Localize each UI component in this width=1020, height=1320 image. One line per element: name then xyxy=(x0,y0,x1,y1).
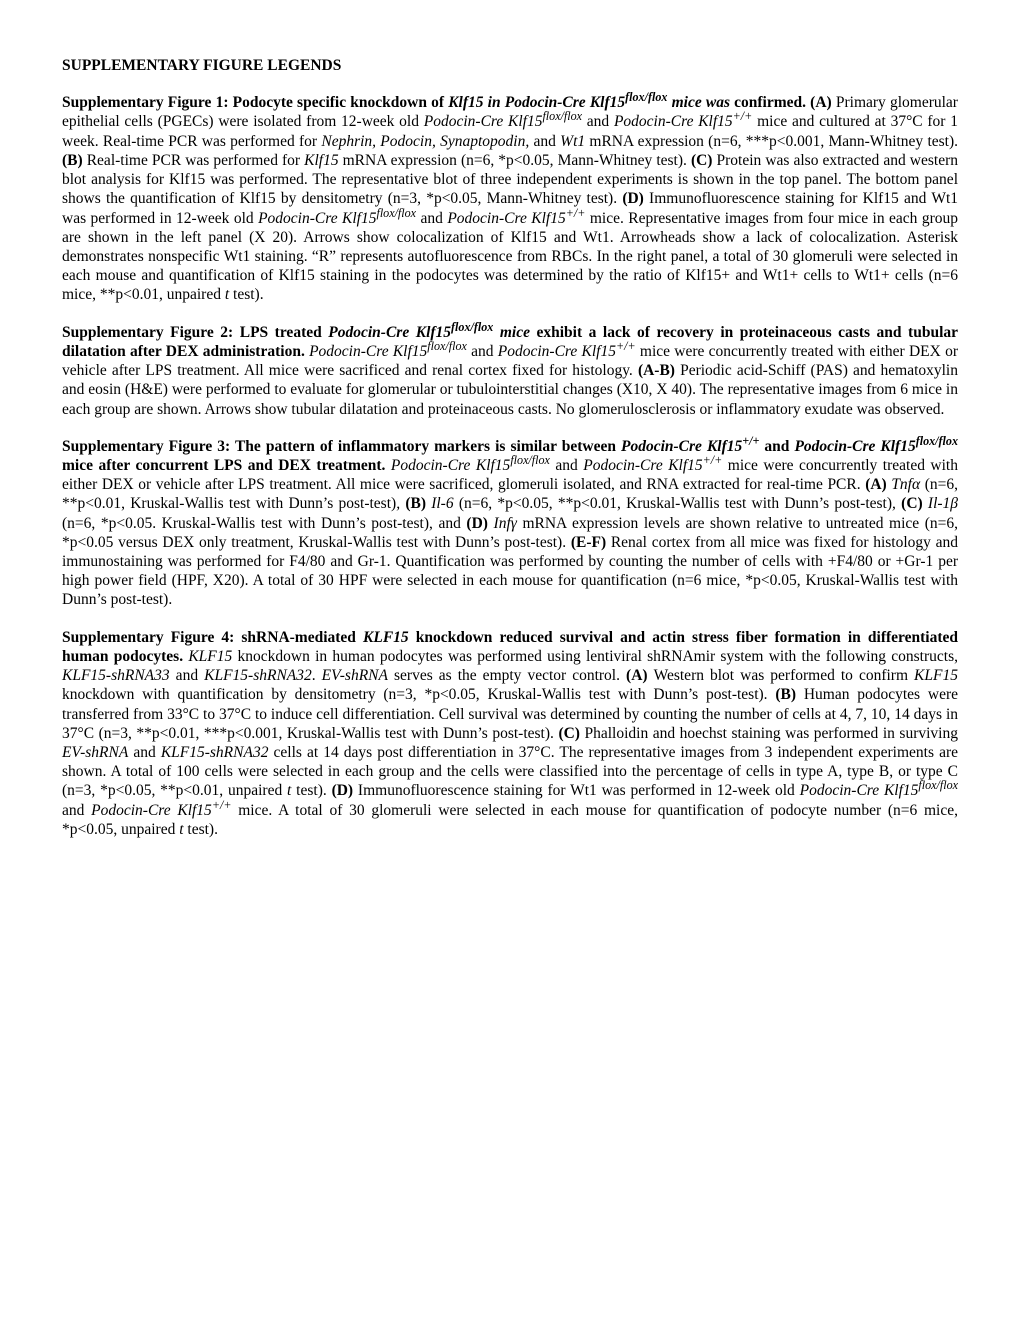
fig4-B-label: (B) xyxy=(775,686,803,703)
fig4-heading-pre: Supplementary Figure 4: shRNA-mediated xyxy=(62,629,363,646)
figure-2-legend: Supplementary Figure 2: LPS treated Podo… xyxy=(62,323,958,419)
fig4-c6: serves as the empty vector control. xyxy=(388,667,626,684)
fig1-c-label: (C) xyxy=(691,152,717,169)
fig3-a2-sup: +/+ xyxy=(703,453,723,467)
fig3-C-em: Il-1β xyxy=(928,495,958,512)
fig1-d3: and xyxy=(416,210,447,227)
fig4-D-txt4: test). xyxy=(184,821,218,838)
fig2-a1-sup: flox/flox xyxy=(427,339,467,353)
fig1-a1-sup: flox/flox xyxy=(542,109,582,123)
fig4-c1-em: KLF15-shRNA33 xyxy=(62,667,170,684)
fig3-B-label: (B) xyxy=(405,495,431,512)
fig4-A-txt2: knockdown with quantification by densito… xyxy=(62,686,775,703)
fig1-a8: mRNA expression (n=6, ***p<0.001, Mann-W… xyxy=(585,133,958,150)
fig4-heading-em: KLF15 xyxy=(363,629,409,646)
fig1-a7-em: Wt1 xyxy=(560,133,585,150)
fig3-a0-sup: flox/flox xyxy=(510,453,550,467)
fig3-B-em: Il-6 xyxy=(431,495,453,512)
fig4-intro-txt: knockdown in human podocytes was perform… xyxy=(232,648,958,665)
fig4-D-txt2: and xyxy=(62,802,91,819)
fig3-A-em: Tnfα xyxy=(891,476,920,493)
fig1-heading-pre: Supplementary Figure 1: Podocyte specifi… xyxy=(62,94,448,111)
fig1-a6: and xyxy=(529,133,560,150)
fig2-a2: and xyxy=(467,343,498,360)
fig1-b3: mRNA expression (n=6, *p<0.05, Mann-Whit… xyxy=(339,152,691,169)
fig1-a1-em: Podocin-Cre Klf15 xyxy=(424,113,543,130)
fig2-a1-em: Podocin-Cre Klf15 xyxy=(309,343,427,360)
fig3-D-label: (D) xyxy=(466,515,493,532)
fig3-A-label: (A) xyxy=(865,476,891,493)
fig3-C-label: (C) xyxy=(901,495,928,512)
fig1-heading-em: Klf15 in Podocin-Cre Klf15 xyxy=(448,94,625,111)
fig3-heading-em: Podocin-Cre Klf15 xyxy=(621,438,742,455)
fig1-d4-em: Podocin-Cre Klf15 xyxy=(447,210,565,227)
fig3-a1: and xyxy=(550,457,583,474)
fig4-intro-em: KLF15 xyxy=(188,648,232,665)
fig2-heading-em2: mice xyxy=(493,324,536,341)
fig1-heading-sup: flox/flox xyxy=(625,90,667,104)
fig3-C-txt: (n=6, *p<0.05. Kruskal-Wallis test with … xyxy=(62,515,466,532)
fig2-heading-pre: Supplementary Figure 2: LPS treated xyxy=(62,324,328,341)
fig4-c2: and xyxy=(170,667,204,684)
fig4-A-label: (A) xyxy=(626,667,654,684)
fig4-D-sup2: +/+ xyxy=(212,798,232,812)
fig2-a3-em: Podocin-Cre Klf15 xyxy=(498,343,616,360)
fig4-D-em2: Podocin-Cre Klf15 xyxy=(91,802,212,819)
fig4-c3-em: KLF15-shRNA32 xyxy=(204,667,312,684)
fig3-a2-em: Podocin-Cre Klf15 xyxy=(583,457,702,474)
fig4-A-em: KLF15 xyxy=(914,667,958,684)
fig3-heading-em2: Podocin-Cre Klf15 xyxy=(794,438,915,455)
fig4-C-em1: EV-shRNA xyxy=(62,744,128,761)
fig2-a3-sup: +/+ xyxy=(616,339,636,353)
fig1-a2: and xyxy=(582,113,614,130)
fig4-C-label: (C) xyxy=(558,725,584,742)
figure-3-legend: Supplementary Figure 3: The pattern of i… xyxy=(62,437,958,610)
fig4-C-em2: KLF15-shRNA32 xyxy=(161,744,269,761)
fig1-a5-em: Nephrin, Podocin, Synaptopodin, xyxy=(321,133,529,150)
fig1-d2-sup: flox/flox xyxy=(376,205,416,219)
fig3-heading-sup: +/+ xyxy=(742,434,759,448)
fig1-d-label: (D) xyxy=(622,190,649,207)
fig4-C-txt: Phalloidin and hoechst staining was perf… xyxy=(584,725,958,742)
figure-4-legend: Supplementary Figure 4: shRNA-mediated K… xyxy=(62,628,958,839)
fig4-c4: . xyxy=(312,667,322,684)
fig3-B-txt: (n=6, *p<0.05, **p<0.01, Kruskal-Wallis … xyxy=(454,495,892,512)
fig2-ab-label: (A-B) xyxy=(638,362,680,379)
fig4-C-txt2: and xyxy=(128,744,161,761)
fig1-d4-sup: +/+ xyxy=(566,205,586,219)
fig3-heading-sup2: flox/flox xyxy=(916,434,958,448)
fig4-D-em1: Podocin-Cre Klf15 xyxy=(800,782,919,799)
fig1-a3-sup: +/+ xyxy=(733,109,753,123)
fig3-a0-em: Podocin-Cre Klf15 xyxy=(391,457,510,474)
fig1-b-label: (B) xyxy=(62,152,87,169)
fig4-D-txt: Immunofluorescence staining for Wt1 was … xyxy=(358,782,800,799)
fig4-c5-em: EV-shRNA xyxy=(322,667,388,684)
fig4-C-txt4: test). xyxy=(291,782,331,799)
figure-1-legend: Supplementary Figure 1: Podocyte specifi… xyxy=(62,93,958,304)
fig1-a3-em: Podocin-Cre Klf15 xyxy=(614,113,733,130)
fig3-heading-post2: mice after concurrent LPS and DEX treatm… xyxy=(62,457,391,474)
fig3-heading-post2-pre: and xyxy=(759,438,794,455)
fig2-heading-sup: flox/flox xyxy=(451,319,493,333)
fig1-b1: Real-time PCR was performed for xyxy=(87,152,304,169)
fig1-d7: test). xyxy=(229,286,263,303)
fig3-EF-label: (E-F) xyxy=(571,534,611,551)
fig1-heading-em2: mice was xyxy=(667,94,730,111)
fig4-A-txt: Western blot was performed to confirm xyxy=(654,667,914,684)
section-title: SUPPLEMENTARY FIGURE LEGENDS xyxy=(62,56,958,75)
fig1-b2-em: Klf15 xyxy=(304,152,338,169)
fig1-d2-em: Podocin-Cre Klf15 xyxy=(258,210,376,227)
fig4-D-label: (D) xyxy=(332,782,358,799)
fig4-D-sup1: flox/flox xyxy=(918,778,958,792)
fig3-D-em: Infγ xyxy=(494,515,517,532)
